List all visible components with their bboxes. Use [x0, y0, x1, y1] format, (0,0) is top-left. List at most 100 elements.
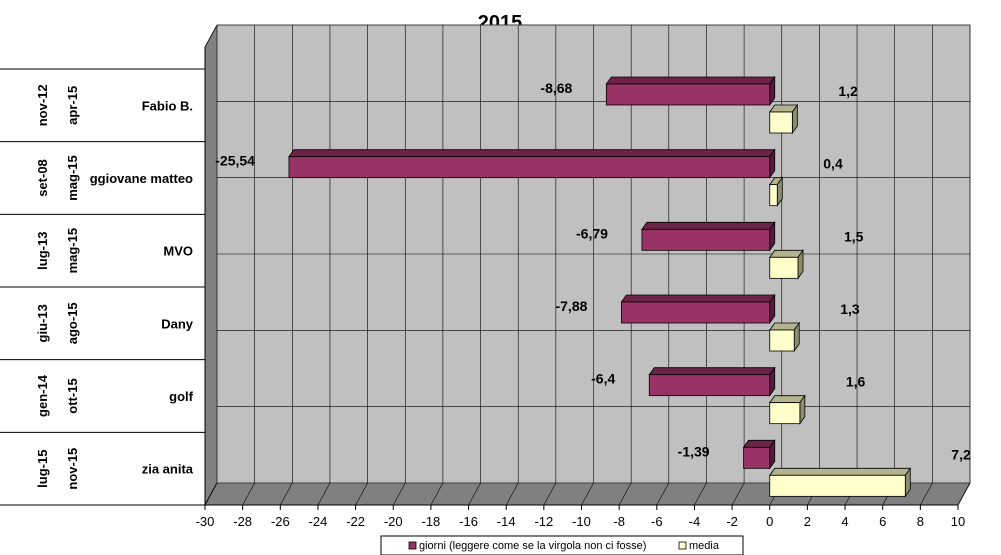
- data-label-media: 0,4: [823, 156, 843, 172]
- category-end-date: apr-15: [65, 86, 80, 125]
- bar-giorni: [288, 148, 776, 179]
- x-tick-label: -26: [271, 514, 290, 529]
- floor-gridline: [543, 482, 557, 506]
- floor-gridline: [317, 482, 331, 506]
- category-start-date: set-08: [35, 159, 50, 197]
- floor-gridline: [656, 482, 670, 506]
- x-tick-label: -2: [726, 514, 738, 529]
- floor-gridline: [430, 482, 444, 506]
- floor-gridline: [920, 482, 933, 506]
- bar-top-face: [605, 76, 776, 85]
- side-wall: [204, 24, 218, 506]
- bar-front-face: [621, 301, 771, 324]
- category-labels: Fabio B. nov-12 apr-15 ggiovane matteo set-0…: [0, 47, 206, 506]
- data-labels: -8,68 1,2 -25,54 0,4 -6,79 1,5 -7,88 1,3 -6,4 1,6…: [215, 80, 971, 462]
- category-label: zia anita: [142, 462, 194, 477]
- bar-media: [768, 176, 784, 207]
- bar-top-face: [768, 395, 806, 404]
- x-tick-label: 2: [804, 514, 811, 529]
- category-end-date: ott-15: [65, 378, 80, 413]
- floor-gridline: [731, 482, 745, 506]
- bar-media: [768, 321, 800, 353]
- x-tick-label: 0: [766, 514, 773, 529]
- x-tick-label: -8: [613, 514, 625, 529]
- x-tick-label: -10: [572, 514, 591, 529]
- legend-label-giorni: giorni (leggere come se la virgola non c…: [419, 540, 646, 552]
- bar-giorni: [648, 366, 776, 397]
- bar-giorni: [605, 75, 776, 107]
- floor-gridline: [505, 482, 519, 506]
- bar-front-face: [769, 474, 906, 497]
- data-label-media: 1,6: [846, 374, 866, 390]
- category-label: Fabio B.: [142, 98, 193, 113]
- bar-front-face: [769, 402, 801, 425]
- bar-top-face: [288, 149, 776, 158]
- bar-front-face: [288, 156, 771, 179]
- category-start-date: gen-14: [35, 374, 50, 417]
- bar-top-face: [648, 367, 776, 376]
- legend-swatch-giorni: [408, 541, 417, 550]
- floor-gridline: [618, 482, 632, 506]
- data-label-media: 1,3: [840, 301, 860, 317]
- bar-media: [768, 103, 799, 135]
- data-label-giorni: -1,39: [678, 443, 710, 459]
- bar-media: [768, 467, 912, 498]
- bar-front-face: [769, 184, 778, 207]
- category-start-date: nov-12: [35, 84, 50, 126]
- category-start-date: giu-13: [35, 304, 50, 342]
- category-label: ggiovane matteo: [90, 171, 193, 186]
- bar-front-face: [648, 374, 771, 397]
- category-end-date: mag-15: [65, 228, 80, 274]
- floor-gridline: [392, 482, 406, 506]
- bar-top-face: [620, 294, 776, 303]
- bar-front-face: [641, 228, 771, 251]
- data-label-media: 1,5: [844, 228, 864, 244]
- x-tick-label: -12: [534, 514, 553, 529]
- bars: [288, 75, 912, 498]
- floor-gridline: [468, 482, 481, 506]
- legend-swatch-media: [678, 541, 687, 550]
- bar-top-face: [768, 467, 912, 476]
- bar-front-face: [769, 329, 795, 352]
- x-tick-label: -18: [422, 514, 441, 529]
- data-label-giorni: -8,68: [540, 80, 572, 96]
- bar-top-face: [768, 249, 804, 258]
- floor-gridline: [957, 482, 971, 506]
- data-label-media: 7,2: [951, 446, 971, 462]
- data-label-giorni: -7,88: [555, 298, 587, 314]
- bar-giorni: [620, 293, 776, 325]
- bar-giorni: [641, 221, 776, 252]
- x-tick-label: -24: [309, 514, 328, 529]
- category-end-date: nov-15: [65, 448, 80, 490]
- x-tick-label: 10: [951, 514, 965, 529]
- x-tick-label: -22: [346, 514, 365, 529]
- bar-front-face: [769, 111, 793, 134]
- category-end-date: ago-15: [65, 302, 80, 344]
- legend: giorni (leggere come se la virgola non c…: [380, 535, 744, 555]
- data-label-giorni: -6,4: [591, 371, 615, 387]
- bar-front-face: [743, 446, 771, 469]
- x-tick-label: -4: [689, 514, 701, 529]
- floor-gridline: [581, 482, 594, 506]
- bar-front-face: [769, 256, 799, 279]
- floor-gridline: [355, 482, 368, 506]
- data-label-media: 1,2: [838, 83, 858, 99]
- x-tick-label: 8: [917, 514, 924, 529]
- legend-label-media: media: [689, 540, 720, 552]
- x-axis: -30 -28 -26 -24 -22 -20 -18 -16 -14 -12 -10 -8 -6 -4-…: [196, 504, 965, 529]
- x-tick-label: -30: [196, 514, 215, 529]
- category-start-date: lug-13: [35, 232, 50, 270]
- data-label-giorni: -25,54: [215, 153, 255, 169]
- category-label: Dany: [161, 316, 194, 331]
- x-tick-label: -20: [384, 514, 403, 529]
- x-tick-label: -28: [233, 514, 252, 529]
- x-tick-label: 6: [879, 514, 886, 529]
- bar-media: [768, 249, 804, 280]
- data-label-giorni: -6,79: [576, 225, 608, 241]
- x-tick-label: -16: [459, 514, 478, 529]
- gridlines: [204, 24, 971, 506]
- category-start-date: lug-15: [35, 450, 50, 488]
- legend-box: [380, 535, 744, 555]
- bar-front-face: [605, 83, 771, 106]
